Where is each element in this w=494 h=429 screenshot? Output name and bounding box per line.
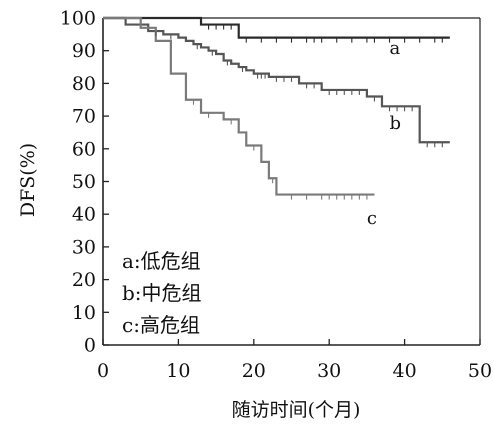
y-tick-label: 100: [60, 8, 96, 30]
x-tick-label: 50: [468, 360, 492, 382]
y-tick-label: 90: [72, 40, 96, 62]
y-tick-label: 60: [72, 138, 96, 160]
curve-label-c: c: [367, 208, 377, 229]
legend: a:低危组 b:中危组 c:高危组: [122, 249, 202, 337]
y-tick-label: 50: [72, 171, 96, 193]
x-tick-label: 20: [242, 360, 266, 382]
curve-c: [103, 16, 375, 196]
y-axis-title: DFS(%): [17, 143, 39, 217]
curve-labels: a b c: [367, 38, 401, 229]
y-tick-label: 20: [72, 269, 96, 291]
legend-item-a: a:低危组: [122, 249, 201, 273]
y-tick-label: 30: [72, 236, 96, 258]
y-tick-label: 40: [72, 204, 96, 226]
x-tick-label: 0: [97, 360, 109, 382]
legend-item-b: b:中危组: [122, 281, 202, 305]
curve-label-a: a: [390, 38, 401, 59]
x-axis-title: 随访时间(个月): [232, 399, 361, 421]
x-tick-label: 10: [166, 360, 190, 382]
x-tick-label: 40: [393, 360, 417, 382]
curve-label-b: b: [390, 113, 402, 134]
y-tick-label: 70: [72, 106, 96, 128]
curve-a: [103, 16, 450, 39]
censor-marks: [155, 24, 443, 200]
y-tick-label: 10: [72, 302, 96, 324]
y-tick-label: 80: [72, 73, 96, 95]
y-tick-label: 0: [84, 335, 96, 357]
axis-ticks: 0 10 20 30 40 50 60 70 80 90 100 0 10 20 30 40 50: [60, 8, 492, 383]
legend-item-c: c:高危组: [122, 313, 200, 337]
x-tick-label: 30: [317, 360, 341, 382]
